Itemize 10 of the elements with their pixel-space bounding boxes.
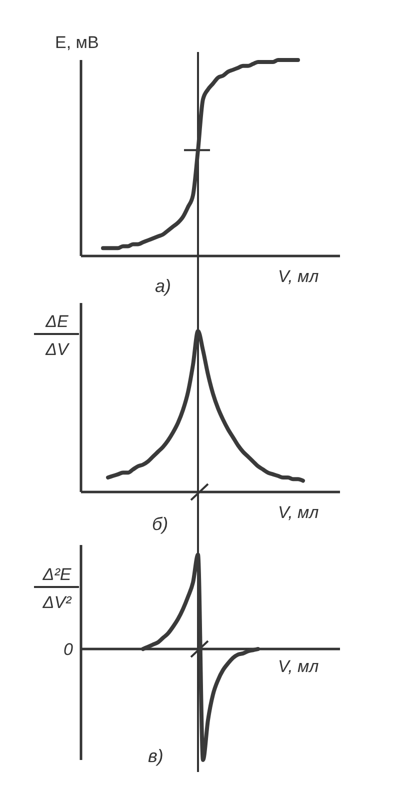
y-axis-title: Δ²E ΔV² [42,565,73,612]
y-axis-title: E, мВ [55,33,99,52]
text: а) [155,276,172,296]
annotation: в) [148,746,164,766]
x-axis-title: V, мл [278,503,320,522]
text: 0 [64,640,74,659]
text: б) [152,514,168,534]
y-axis-title: ΔE ΔV [44,312,70,359]
x-axis-title: V, мл [278,657,320,676]
x-axis-title: V, мл [278,267,320,286]
